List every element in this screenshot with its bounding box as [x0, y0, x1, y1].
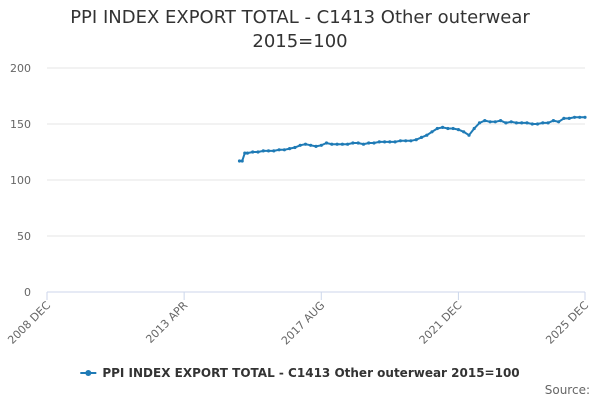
- data-point[interactable]: [245, 151, 249, 155]
- data-point[interactable]: [324, 141, 329, 145]
- data-point[interactable]: [282, 148, 286, 152]
- data-point[interactable]: [293, 145, 297, 150]
- data-point[interactable]: [546, 121, 550, 125]
- data-point[interactable]: [430, 130, 434, 134]
- data-point[interactable]: [330, 142, 334, 146]
- data-point[interactable]: [530, 122, 534, 126]
- data-point[interactable]: [488, 120, 492, 124]
- data-point[interactable]: [535, 122, 540, 126]
- data-point[interactable]: [404, 139, 408, 143]
- data-point[interactable]: [499, 119, 503, 123]
- data-point[interactable]: [583, 115, 587, 119]
- y-tick-label: 0: [24, 286, 31, 299]
- data-point[interactable]: [493, 120, 497, 124]
- data-point[interactable]: [372, 141, 376, 145]
- series-layer: [237, 115, 587, 163]
- data-point[interactable]: [303, 142, 308, 146]
- data-point[interactable]: [388, 140, 392, 144]
- data-point[interactable]: [237, 159, 242, 163]
- data-point[interactable]: [578, 115, 582, 119]
- data-point[interactable]: [367, 141, 371, 145]
- data-point[interactable]: [309, 143, 313, 147]
- data-point[interactable]: [335, 142, 339, 146]
- legend[interactable]: PPI INDEX EXPORT TOTAL - C1413 Other out…: [80, 366, 520, 380]
- data-point[interactable]: [509, 120, 513, 124]
- data-point[interactable]: [451, 126, 455, 131]
- x-tick-label: 2017 AUG: [279, 299, 328, 348]
- data-point[interactable]: [435, 126, 439, 131]
- chart-title: PPI INDEX EXPORT TOTAL - C1413 Other out…: [0, 6, 600, 54]
- data-point[interactable]: [541, 121, 545, 125]
- data-point[interactable]: [483, 119, 487, 123]
- y-tick-label: 150: [10, 118, 31, 131]
- data-point[interactable]: [261, 149, 265, 153]
- data-point[interactable]: [572, 115, 577, 119]
- data-point[interactable]: [446, 126, 450, 131]
- data-point[interactable]: [477, 121, 482, 125]
- data-point[interactable]: [409, 139, 413, 143]
- data-point[interactable]: [393, 140, 397, 144]
- x-tick-label: 2021 DEC: [417, 299, 465, 347]
- data-point[interactable]: [346, 142, 350, 146]
- data-point[interactable]: [504, 121, 508, 125]
- legend-label: PPI INDEX EXPORT TOTAL - C1413 Other out…: [102, 366, 519, 380]
- source-label: Source:: [545, 383, 590, 397]
- data-point[interactable]: [288, 147, 292, 151]
- data-point[interactable]: [472, 126, 476, 131]
- y-tick-label: 50: [17, 230, 31, 243]
- data-point[interactable]: [314, 144, 318, 148]
- y-tick-label: 200: [10, 62, 31, 75]
- data-point[interactable]: [414, 138, 418, 142]
- data-point[interactable]: [272, 149, 276, 153]
- data-point[interactable]: [551, 119, 556, 123]
- data-point[interactable]: [256, 150, 260, 154]
- data-point[interactable]: [361, 142, 366, 146]
- data-point[interactable]: [562, 116, 566, 120]
- data-point[interactable]: [525, 121, 529, 125]
- data-point[interactable]: [383, 140, 387, 144]
- x-tick-label: 2013 APR: [143, 299, 190, 346]
- gridlines: [47, 67, 585, 237]
- axes: 0 50 100 150 200 2008 DEC 2013 APR 2017 AUG 2021…: [5, 62, 591, 347]
- data-point[interactable]: [351, 141, 355, 145]
- data-point[interactable]: [356, 141, 360, 145]
- data-point[interactable]: [266, 149, 271, 153]
- data-point[interactable]: [298, 143, 302, 147]
- x-tick-label: 2008 DEC: [5, 299, 53, 347]
- data-point[interactable]: [520, 121, 524, 125]
- data-point[interactable]: [251, 150, 255, 154]
- legend-dot-marker: [85, 370, 92, 376]
- y-tick-label: 100: [10, 174, 31, 187]
- data-point[interactable]: [419, 135, 424, 139]
- data-point[interactable]: [462, 130, 466, 134]
- data-point[interactable]: [340, 142, 344, 146]
- data-point[interactable]: [277, 148, 281, 152]
- data-point[interactable]: [557, 120, 561, 124]
- chart-title-line-2: 2015=100: [252, 31, 348, 52]
- chart-title-line-1: PPI INDEX EXPORT TOTAL - C1413 Other out…: [70, 7, 530, 28]
- data-point[interactable]: [425, 133, 429, 137]
- data-point[interactable]: [398, 139, 402, 143]
- data-point[interactable]: [514, 121, 519, 125]
- data-point[interactable]: [467, 133, 471, 137]
- data-point[interactable]: [377, 140, 381, 144]
- data-point[interactable]: [240, 159, 244, 163]
- data-point[interactable]: [441, 125, 445, 129]
- data-point[interactable]: [243, 151, 247, 155]
- data-point[interactable]: [567, 116, 571, 120]
- x-tick-label: 2025 DEC: [543, 299, 591, 347]
- data-point[interactable]: [319, 143, 323, 147]
- data-point[interactable]: [456, 128, 460, 132]
